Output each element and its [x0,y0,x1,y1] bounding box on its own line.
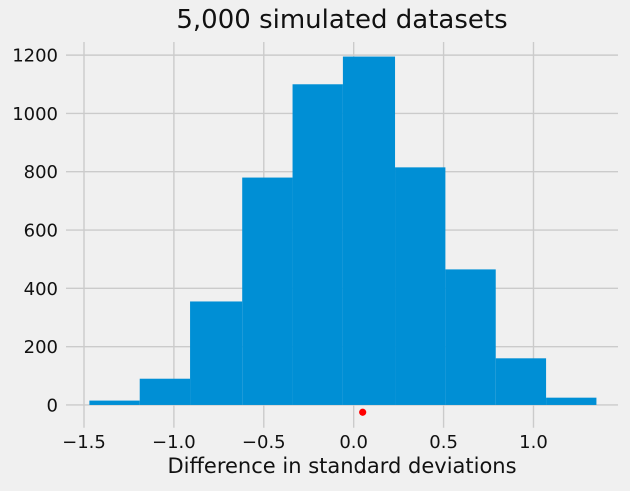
x-tick-label: −1.5 [62,432,106,453]
y-tick-label: 400 [24,279,58,300]
histogram-bar [190,301,243,405]
chart-title: 5,000 simulated datasets [176,5,508,35]
histogram-bar [495,358,547,405]
x-tick-label: 0.0 [339,432,368,453]
histogram-bar [445,269,496,405]
histogram-bar [395,167,446,405]
histogram-bar [139,378,191,405]
y-tick-label: 1000 [12,104,58,125]
y-tick-label: 0 [47,395,58,416]
x-tick-label: 1.0 [519,432,548,453]
y-tick-label: 1200 [12,46,58,67]
x-tick-label: 0.5 [429,432,458,453]
x-tick-label: −1.0 [152,432,196,453]
histogram-bar [89,400,140,405]
histogram-bar [546,397,597,405]
histogram-bar [342,56,396,405]
observed-statistic-dot [359,408,367,416]
y-tick-label: 800 [24,162,58,183]
x-tick-label: −0.5 [242,432,286,453]
y-tick-label: 600 [24,221,58,242]
y-tick-label: 200 [24,337,58,358]
histogram-bar [242,177,293,405]
histogram-bar [292,84,343,405]
x-axis-label: Difference in standard deviations [167,454,517,478]
